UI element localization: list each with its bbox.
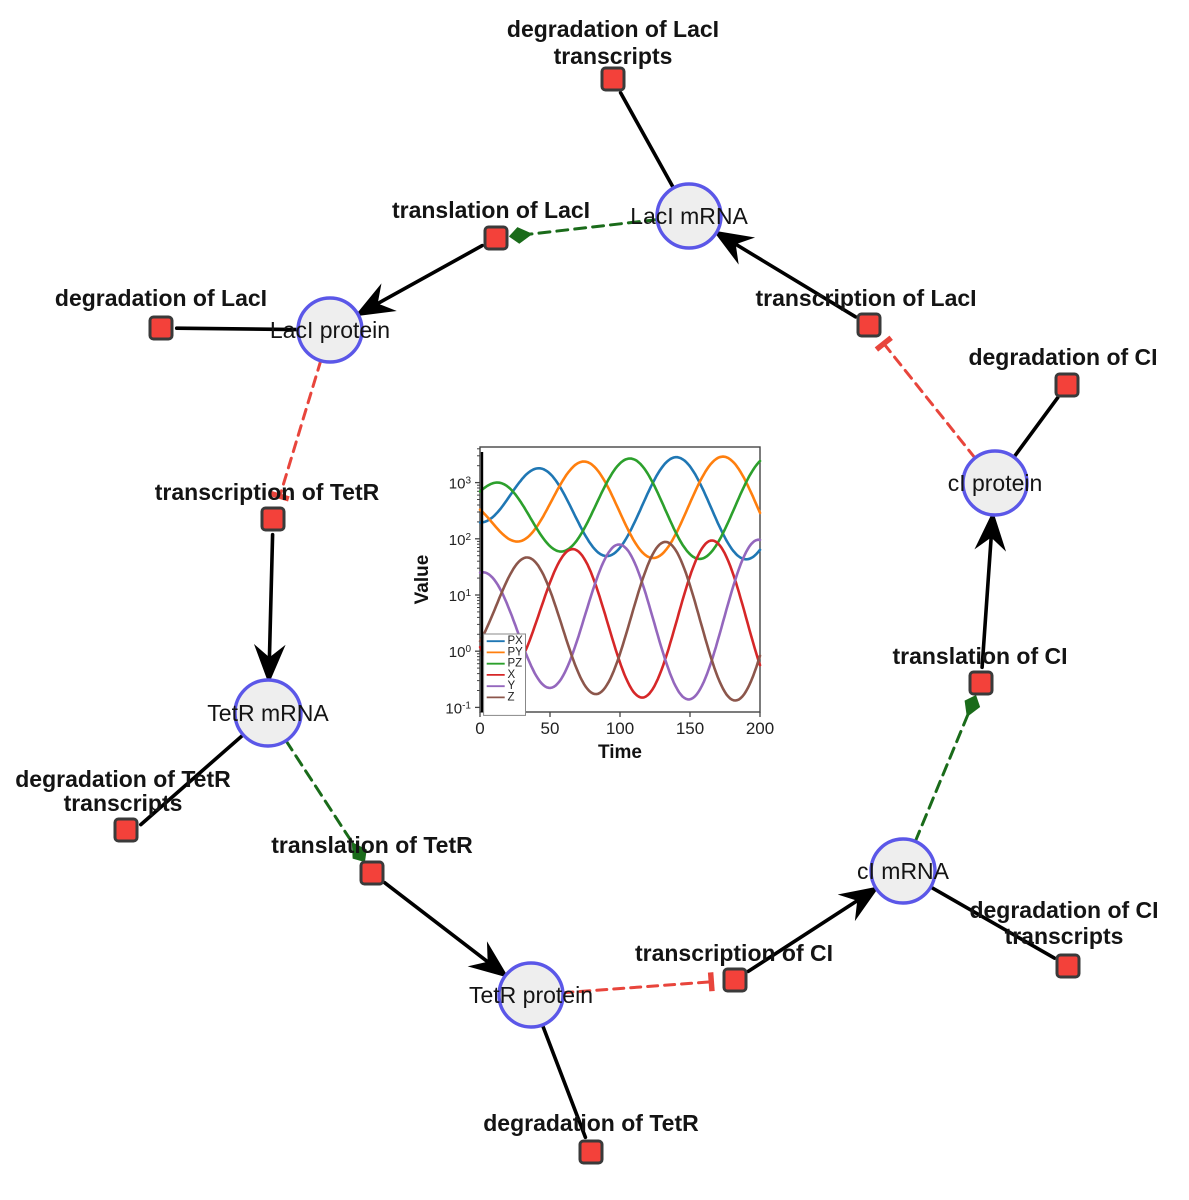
svg-text:LacI mRNA: LacI mRNA <box>630 203 748 229</box>
svg-text:50: 50 <box>541 719 560 738</box>
svg-text:X: X <box>508 669 516 681</box>
svg-text:LacI protein: LacI protein <box>270 317 390 343</box>
svg-text:100: 100 <box>606 719 634 738</box>
svg-text:0: 0 <box>475 719 484 738</box>
svg-text:103: 103 <box>449 475 472 493</box>
svg-text:Y: Y <box>508 680 516 692</box>
svg-text:translation of LacI: translation of LacI <box>392 197 590 223</box>
svg-text:Time: Time <box>598 742 642 763</box>
svg-text:cI mRNA: cI mRNA <box>857 858 950 884</box>
svg-text:transcription of TetR: transcription of TetR <box>155 479 380 505</box>
svg-text:PY: PY <box>508 646 524 658</box>
svg-text:transcription of CI: transcription of CI <box>635 940 833 966</box>
svg-text:Z: Z <box>508 691 515 703</box>
svg-text:TetR mRNA: TetR mRNA <box>207 700 329 726</box>
svg-text:101: 101 <box>449 588 472 606</box>
svg-text:transcription of LacI: transcription of LacI <box>755 285 976 311</box>
svg-text:150: 150 <box>676 719 704 738</box>
svg-text:200: 200 <box>746 719 774 738</box>
svg-text:PX: PX <box>508 635 524 647</box>
svg-text:Value: Value <box>412 555 433 605</box>
svg-text:100: 100 <box>449 644 472 662</box>
svg-text:cI protein: cI protein <box>948 470 1043 496</box>
svg-text:102: 102 <box>449 531 472 549</box>
svg-text:degradation of TetR: degradation of TetR <box>483 1110 699 1136</box>
svg-text:degradation of LacI: degradation of LacI <box>55 285 267 311</box>
svg-text:TetR protein: TetR protein <box>469 982 593 1008</box>
svg-text:degradation of CI: degradation of CI <box>968 344 1157 370</box>
svg-text:10-1: 10-1 <box>445 700 471 718</box>
svg-text:PZ: PZ <box>508 658 523 670</box>
svg-text:translation of CI: translation of CI <box>892 643 1067 669</box>
svg-text:translation of TetR: translation of TetR <box>271 832 473 858</box>
